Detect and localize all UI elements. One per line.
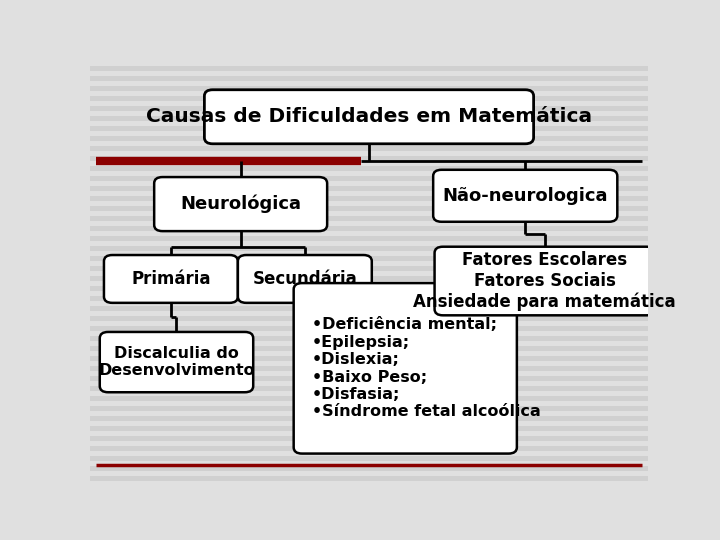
Bar: [90, 416, 648, 421]
FancyBboxPatch shape: [238, 255, 372, 303]
Bar: [90, 366, 648, 371]
Bar: [90, 465, 648, 471]
Bar: [90, 336, 648, 341]
Bar: [90, 236, 648, 241]
Text: Causas de Dificuldades em Matemática: Causas de Dificuldades em Matemática: [146, 107, 592, 126]
Bar: [90, 386, 648, 391]
Bar: [90, 256, 648, 261]
Bar: [90, 406, 648, 411]
Bar: [90, 166, 648, 171]
FancyBboxPatch shape: [433, 170, 617, 222]
Bar: [90, 376, 648, 381]
Text: Discalculia do
Desenvolvimento: Discalculia do Desenvolvimento: [98, 346, 255, 379]
FancyBboxPatch shape: [294, 283, 517, 454]
Bar: [90, 446, 648, 451]
Bar: [90, 326, 648, 331]
Bar: [90, 146, 648, 151]
Bar: [90, 216, 648, 221]
Text: Primária: Primária: [131, 270, 211, 288]
Bar: [90, 286, 648, 291]
Bar: [90, 126, 648, 131]
Bar: [90, 426, 648, 431]
Bar: [90, 266, 648, 271]
Bar: [90, 186, 648, 191]
Bar: [90, 196, 648, 201]
Bar: [90, 316, 648, 321]
Bar: [90, 456, 648, 461]
Bar: [90, 156, 648, 161]
Bar: [90, 106, 648, 111]
Text: •Deficiência mental;
•Epilepsia;
•Dislexia;
•Baixo Peso;
•Disfasia;
•Síndrome fe: •Deficiência mental; •Epilepsia; •Dislex…: [312, 318, 541, 420]
Bar: [90, 246, 648, 251]
Bar: [90, 476, 648, 481]
Bar: [90, 86, 648, 91]
Text: Secundária: Secundária: [253, 270, 357, 288]
Bar: [90, 206, 648, 211]
Bar: [90, 226, 648, 231]
Bar: [90, 356, 648, 361]
FancyBboxPatch shape: [100, 332, 253, 392]
Bar: [90, 97, 648, 102]
Bar: [90, 396, 648, 401]
Bar: [90, 306, 648, 311]
FancyBboxPatch shape: [204, 90, 534, 144]
Bar: [90, 436, 648, 441]
Bar: [90, 176, 648, 181]
Text: Fatores Escolares
Fatores Sociais
Ansiedade para matemática: Fatores Escolares Fatores Sociais Ansied…: [413, 251, 676, 311]
Bar: [90, 296, 648, 301]
Text: Neurológica: Neurológica: [180, 195, 301, 213]
Bar: [90, 136, 648, 141]
FancyBboxPatch shape: [104, 255, 238, 303]
FancyBboxPatch shape: [435, 247, 655, 315]
Bar: [90, 66, 648, 71]
FancyBboxPatch shape: [154, 177, 327, 231]
Bar: [90, 116, 648, 122]
Bar: [90, 77, 648, 82]
Bar: [90, 346, 648, 351]
Bar: [90, 276, 648, 281]
Text: Não-neurologica: Não-neurologica: [443, 187, 608, 205]
